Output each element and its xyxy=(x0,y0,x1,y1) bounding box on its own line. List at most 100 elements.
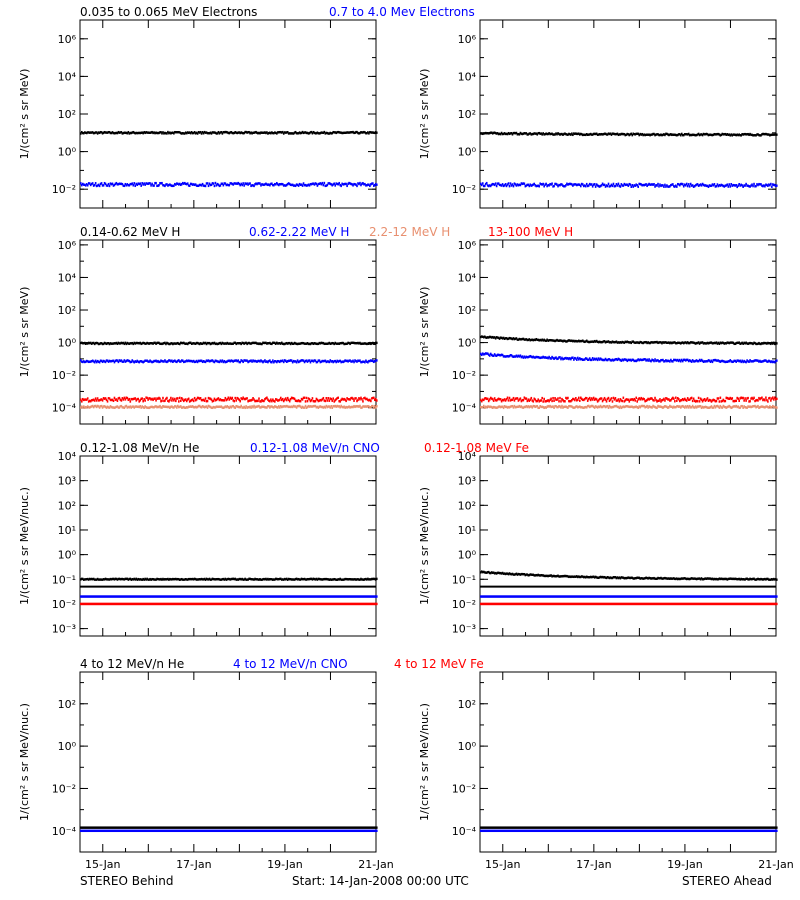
data-point xyxy=(287,359,290,363)
data-point xyxy=(590,133,593,136)
data-point xyxy=(720,183,723,187)
data-point xyxy=(607,340,610,343)
data-point xyxy=(263,183,265,187)
data-point xyxy=(146,341,148,345)
y-tick-label: 10⁴ xyxy=(58,271,77,284)
data-point xyxy=(559,356,561,359)
data-point xyxy=(308,342,311,346)
data-point xyxy=(308,405,311,408)
data-point xyxy=(323,181,326,185)
data-point xyxy=(190,342,193,346)
data-point xyxy=(254,131,256,134)
data-point xyxy=(753,341,755,345)
data-point xyxy=(257,182,259,185)
data-point xyxy=(669,133,671,136)
data-point xyxy=(148,360,150,363)
data-point xyxy=(337,405,339,408)
data-point xyxy=(109,131,112,135)
data-point xyxy=(578,183,581,187)
data-point xyxy=(281,183,284,186)
data-point xyxy=(762,132,764,136)
data-point xyxy=(659,183,661,186)
data-point xyxy=(326,183,329,187)
data-point xyxy=(482,353,485,356)
data-point xyxy=(287,132,290,135)
data-point xyxy=(327,182,330,185)
data-point xyxy=(600,132,603,136)
data-point xyxy=(489,184,492,188)
data-point xyxy=(103,360,106,363)
legend-electrons-0: 0.035 to 0.065 MeV Electrons xyxy=(80,5,257,19)
data-point xyxy=(206,131,209,135)
data-point xyxy=(99,359,102,362)
data-point xyxy=(88,360,91,363)
data-point xyxy=(118,396,121,400)
data-point xyxy=(345,182,347,186)
data-point xyxy=(175,360,177,363)
data-point xyxy=(741,184,743,187)
data-point xyxy=(321,341,324,345)
data-point xyxy=(274,405,276,408)
data-point xyxy=(318,341,321,345)
data-point xyxy=(269,359,271,362)
data-point xyxy=(235,342,238,346)
data-point xyxy=(767,184,769,187)
data-point xyxy=(597,133,600,136)
data-point xyxy=(176,397,178,400)
data-point xyxy=(371,404,373,408)
data-point xyxy=(215,359,218,363)
data-point xyxy=(213,184,216,188)
data-point xyxy=(352,397,354,401)
data-point xyxy=(173,132,175,135)
data-point xyxy=(641,184,643,187)
data-point xyxy=(275,183,277,186)
data-point xyxy=(312,130,315,134)
data-point xyxy=(723,342,726,345)
data-point xyxy=(547,339,549,342)
data-point xyxy=(342,183,344,186)
data-point xyxy=(285,131,288,134)
data-point xyxy=(223,182,226,185)
data-point xyxy=(696,183,699,186)
data-point xyxy=(125,404,128,408)
data-point xyxy=(91,404,94,408)
data-point xyxy=(545,339,547,343)
data-point xyxy=(228,184,231,187)
data-point xyxy=(703,341,706,345)
data-point xyxy=(280,405,283,409)
data-point xyxy=(676,185,678,188)
data-point xyxy=(312,404,315,408)
data-point xyxy=(578,358,580,361)
data-point xyxy=(516,397,519,400)
data-point xyxy=(159,404,161,408)
data-point xyxy=(501,337,504,340)
data-point xyxy=(692,341,695,344)
data-point xyxy=(583,358,586,361)
data-point xyxy=(613,185,616,188)
data-point xyxy=(721,341,724,344)
data-point xyxy=(101,184,104,187)
data-point xyxy=(581,183,584,186)
data-point xyxy=(92,405,95,409)
data-point xyxy=(196,184,199,188)
data-point xyxy=(659,341,661,344)
data-point xyxy=(507,182,510,185)
data-point xyxy=(360,342,362,346)
data-point xyxy=(221,132,224,135)
data-point xyxy=(314,404,317,408)
data-point xyxy=(120,182,123,185)
data-point xyxy=(292,184,295,187)
data-point xyxy=(202,360,205,363)
data-point xyxy=(296,183,299,187)
data-point xyxy=(245,130,247,134)
data-point xyxy=(229,182,232,185)
data-point xyxy=(517,338,520,341)
data-point xyxy=(529,354,532,358)
data-point xyxy=(700,341,703,344)
data-point xyxy=(496,182,499,185)
data-point xyxy=(99,342,102,345)
data-point xyxy=(105,406,108,409)
data-point xyxy=(743,184,745,187)
data-point xyxy=(207,359,210,362)
data-point xyxy=(243,184,245,187)
